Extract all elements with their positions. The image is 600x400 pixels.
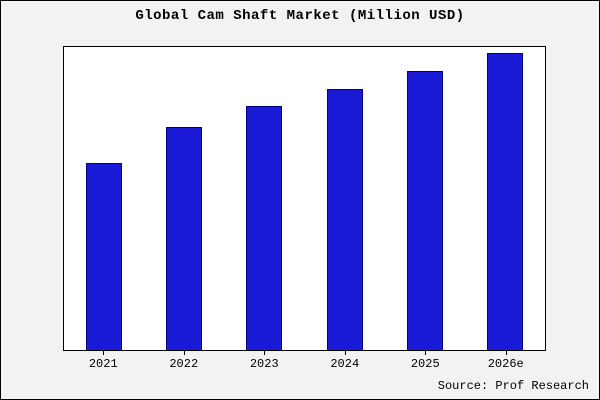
bar-2025: [406, 70, 443, 350]
bar-2021: [86, 162, 123, 350]
bar-group: [64, 47, 545, 350]
x-tick-label-2022: 2022: [154, 351, 214, 371]
bar-2022: [166, 127, 203, 350]
x-tick-label-2026e: 2026e: [476, 351, 536, 371]
x-tick-label-2023: 2023: [234, 351, 294, 371]
source-label: Source: Prof Research: [437, 379, 589, 393]
bar-2024: [326, 88, 363, 350]
x-tick-label-2021: 2021: [73, 351, 133, 371]
plot-area: [63, 46, 546, 351]
x-tick-label-2024: 2024: [315, 351, 375, 371]
bar-2026e: [486, 52, 523, 350]
x-tick-label-2025: 2025: [395, 351, 455, 371]
x-axis-labels: 2021 2022 2023 2024 2025 2026e: [63, 351, 546, 371]
bar-2023: [246, 106, 283, 350]
chart-title: Global Cam Shaft Market (Million USD): [135, 8, 465, 24]
